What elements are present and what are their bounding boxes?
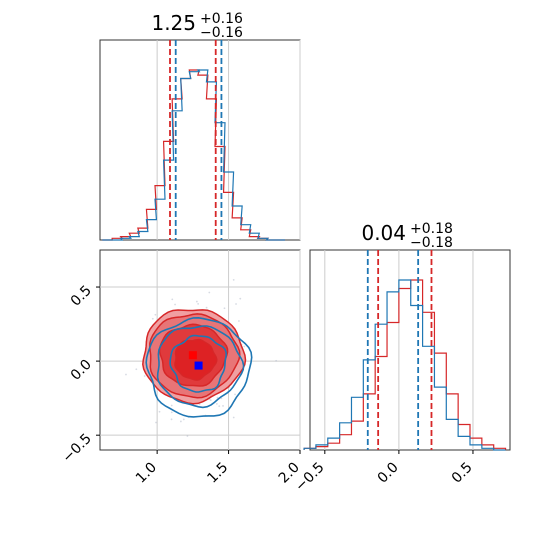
scatter-point (170, 418, 173, 421)
scatter-point (243, 345, 246, 348)
bottom-left-x-ticks: 1.0 1.5 2.0 (133, 450, 303, 487)
scatter-point (232, 416, 235, 419)
scatter-point (174, 303, 176, 306)
scatter-point (186, 435, 189, 437)
scatter-point (198, 403, 201, 406)
bottom-right-title-value: 0.04 (361, 221, 406, 245)
scatter-point (195, 300, 198, 303)
scatter-point (216, 396, 219, 399)
bottom-left-y-tick-label: 0.0 (68, 357, 95, 384)
scatter-point (182, 418, 185, 421)
scatter-point (170, 404, 173, 407)
top-left-bound-lines (169, 40, 223, 240)
scatter-point (218, 405, 221, 408)
scatter-point (238, 320, 240, 322)
scatter-point (215, 402, 218, 405)
scatter-point (151, 317, 154, 320)
scatter-point (232, 278, 235, 281)
scatter-point (179, 420, 182, 423)
scatter-point (171, 298, 174, 301)
scatter-point (234, 393, 236, 396)
bottom-left-x-tick-label: 1.5 (204, 460, 231, 487)
scatter-point (135, 368, 138, 371)
red-marker (188, 351, 197, 360)
scatter-point (205, 306, 208, 309)
bottom-right-histogram-panel: −0.5 0.0 0.5 0.04 +0.18 −0.18 (292, 221, 511, 495)
scatter-point (209, 399, 212, 402)
bottom-right-histogram-series-0 (303, 279, 507, 450)
blue-contour-level-2 (156, 325, 245, 409)
scatter-point (125, 373, 127, 376)
bottom-right-bound-lines (366, 250, 433, 450)
scatter-point (208, 291, 211, 294)
scatter-point (143, 375, 146, 377)
blue-marker (194, 361, 203, 370)
scatter-point (222, 405, 224, 407)
bottom-right-title-plus: +0.18 (410, 221, 453, 237)
bottom-right-x-tick-label: 0.0 (375, 460, 402, 487)
bottom-left-gridlines (100, 250, 301, 450)
scatter-point (223, 307, 226, 310)
bottom-right-x-tick-label: −0.5 (292, 460, 327, 495)
bottom-right-x-ticks: −0.5 0.0 0.5 (292, 450, 476, 495)
blue-contour-level-1 (169, 334, 228, 393)
red-contour-core (174, 338, 218, 381)
top-left-histogram-series-0 (102, 69, 285, 241)
blue-contour-level-3 (145, 316, 253, 418)
scatter-point (154, 313, 157, 316)
top-left-title-minus: −0.16 (200, 25, 243, 41)
bottom-left-y-tick-label: −0.5 (59, 431, 94, 466)
top-left-histogram-series-1 (102, 69, 285, 241)
top-left-title-value: 1.25 (151, 11, 196, 35)
top-left-histogram-panel: 1.25 +0.16 −0.16 (99, 11, 301, 241)
bottom-left-contour-panel: 1.0 1.5 2.0 0.50.0−0.5 (59, 249, 303, 487)
scatter-point (235, 303, 237, 305)
scatter-point (155, 421, 157, 424)
scatter-point (275, 359, 278, 362)
top-left-title-plus: +0.16 (200, 11, 243, 27)
bottom-right-histograms (303, 279, 507, 451)
scatter-point (170, 411, 173, 414)
bottom-left-x-tick-label: 1.0 (133, 460, 160, 487)
scatter-point (239, 297, 242, 300)
bottom-right-histogram-series-1 (303, 279, 506, 451)
bottom-left-markers (188, 351, 203, 370)
bottom-right-title-minus: −0.18 (410, 235, 453, 251)
bottom-left-y-ticks: 0.5 0.0 −0.5 (59, 283, 100, 466)
bottom-right-axes-frame (309, 249, 511, 451)
bottom-right-x-tick-label: 0.5 (449, 460, 476, 487)
top-left-histograms (102, 69, 285, 241)
scatter-point (197, 303, 200, 305)
bottom-left-y-tick-label: 0.5 (68, 283, 95, 310)
scatter-point (158, 410, 161, 413)
top-left-gridlines (156, 40, 301, 240)
